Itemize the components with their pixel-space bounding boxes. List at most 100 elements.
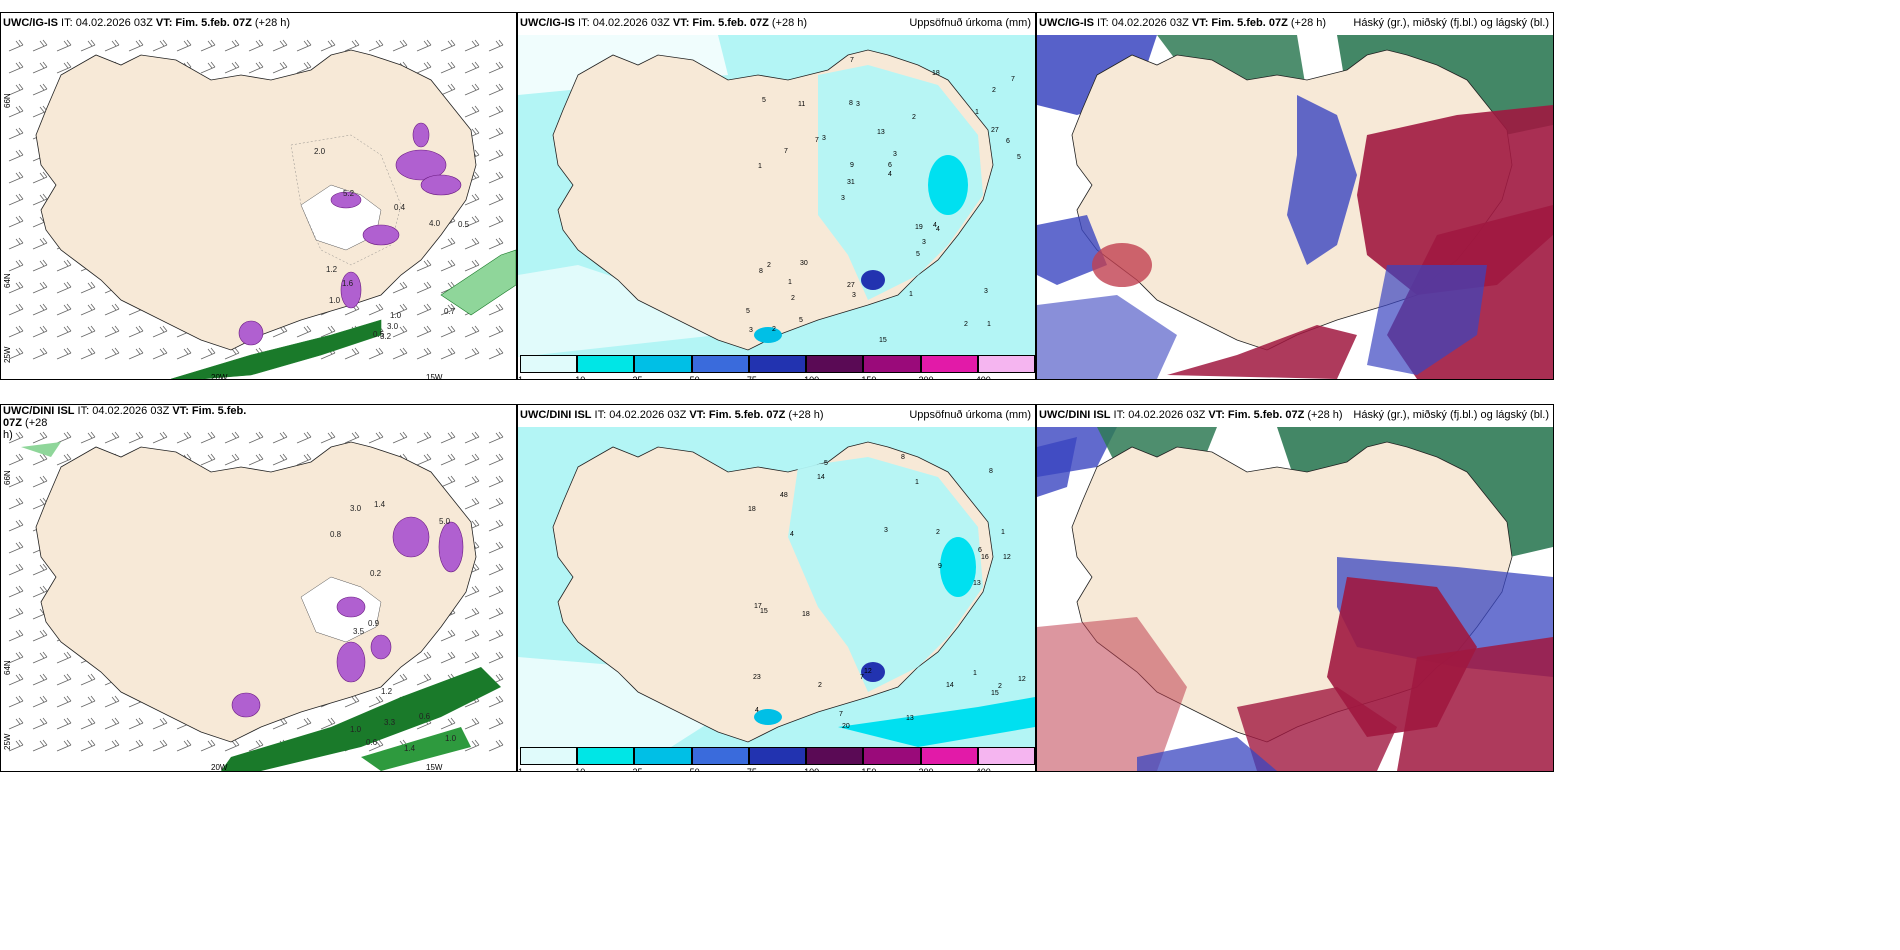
precip-value: 1 [915, 479, 919, 486]
precip-value: 8 [989, 468, 993, 475]
wind-barb [488, 541, 504, 554]
colorbar-swatch [634, 747, 692, 765]
colorbar-swatch [806, 747, 864, 765]
wind-barb [488, 347, 504, 360]
wind-barb [56, 717, 72, 730]
wind-barb [464, 585, 480, 598]
wind-barb [224, 431, 240, 444]
lead-time: (+28 h) [768, 17, 808, 29]
wind-barb [464, 497, 480, 510]
wind-barb [8, 431, 24, 444]
valid-time: VT: Fim. 5.feb. 07Z [689, 409, 786, 421]
wind-barb [32, 475, 48, 488]
colorbar-swatch [920, 747, 978, 765]
wind-barb [8, 39, 24, 52]
precip-value: 2 [936, 529, 940, 536]
lead-time-cont: h) [3, 429, 13, 441]
wind-barb [272, 453, 288, 466]
precip-numbers: 1123228132352334575192731279111830234157… [746, 57, 1021, 344]
colorbar-swatch [806, 355, 864, 373]
wind-barb [8, 259, 24, 272]
colorbar-label: 25 [632, 767, 643, 772]
wind-barb [32, 629, 48, 642]
wind-barb [464, 237, 480, 250]
wind-barb [8, 215, 24, 228]
model-name: UWC/DINI ISL [520, 409, 592, 421]
wind-barb [488, 171, 504, 184]
wind-barb [488, 303, 504, 316]
wind-barb [8, 325, 24, 338]
precip-value: 4 [790, 531, 794, 538]
precip-value: 3 [922, 239, 926, 246]
wind-barb [464, 193, 480, 206]
wind-barb [32, 347, 48, 360]
wind-barb [464, 651, 480, 664]
wind-barb [32, 303, 48, 316]
wind-barb [80, 695, 96, 708]
wind-barb [440, 475, 456, 488]
lon-label: 15W [426, 373, 443, 380]
precip-value: 15 [879, 337, 887, 344]
model-name: UWC/IG-IS [1039, 17, 1094, 29]
iceland-land [35, 49, 477, 351]
field-name: Háský (gr.), miðský (fj.bl.) og lágský (… [1353, 409, 1549, 421]
wind-barb [320, 325, 336, 338]
precip-value: 12 [1003, 554, 1011, 561]
wind-barb [56, 303, 72, 316]
wind-barb [8, 695, 24, 708]
wind-barb [152, 347, 168, 360]
wind-barb [8, 171, 24, 184]
precip-value: 3 [822, 135, 826, 142]
rain-bands [170, 249, 516, 379]
field-name: Uppsöfnuð úrkoma (mm) [909, 17, 1031, 29]
snow-value: 0.9 [368, 619, 380, 628]
wind-barb [32, 281, 48, 294]
wind-barb [488, 629, 504, 642]
precip-value: 23 [753, 674, 761, 681]
precip-value: 2 [998, 683, 1002, 690]
wind-barb [296, 61, 312, 74]
wind-barb [464, 259, 480, 272]
wind-barb [104, 717, 120, 730]
wind-barb [488, 717, 504, 730]
precip-value: 5 [799, 317, 803, 324]
snow-value: 0.8 [330, 530, 342, 539]
wind-barb [176, 39, 192, 52]
wind-barb [392, 673, 408, 686]
snow-value: 1.0 [350, 725, 362, 734]
colorbar-swatch [748, 747, 807, 765]
wind-barb [272, 39, 288, 52]
panel-top-mid-precip: UWC/IG-IS IT: 04.02.2026 03Z VT: Fim. 5.… [517, 12, 1036, 380]
wind-barb [224, 739, 240, 752]
wind-barb [224, 453, 240, 466]
wind-barb [152, 39, 168, 52]
snow-value: 0.5 [458, 220, 470, 229]
wind-barb [56, 39, 72, 52]
cloud-map [1037, 427, 1553, 771]
wind-barb [488, 497, 504, 510]
wind-barb [416, 453, 432, 466]
colorbar-label: 200 [918, 767, 934, 772]
wind-barb [32, 61, 48, 74]
panel-title: UWC/IG-IS IT: 04.02.2026 03Z VT: Fim. 5.… [3, 17, 290, 29]
precip-value: 2 [791, 295, 795, 302]
wind-barb [32, 171, 48, 184]
wind-barb [440, 717, 456, 730]
wind-barb [248, 431, 264, 444]
wind-barb [32, 585, 48, 598]
panel-bot-left-wind-snow: UWC/DINI ISL IT: 04.02.2026 03Z VT: Fim.… [0, 404, 517, 772]
init-time: IT: 04.02.2026 03Z [575, 17, 673, 29]
wind-barb [416, 259, 432, 272]
snow-value: 3.3 [384, 718, 396, 727]
snow-value: 1.0 [445, 734, 457, 743]
wind-barb [416, 39, 432, 52]
colorbar-swatch [577, 747, 635, 765]
wind-barb [296, 717, 312, 730]
wind-barb [368, 695, 384, 708]
wind-barb [176, 739, 192, 752]
wind-barb [296, 453, 312, 466]
panel-title: UWC/IG-IS IT: 04.02.2026 03Z VT: Fim. 5.… [520, 17, 807, 29]
snow-value: 2.0 [314, 147, 326, 156]
wind-barb [8, 237, 24, 250]
wind-barb [32, 237, 48, 250]
